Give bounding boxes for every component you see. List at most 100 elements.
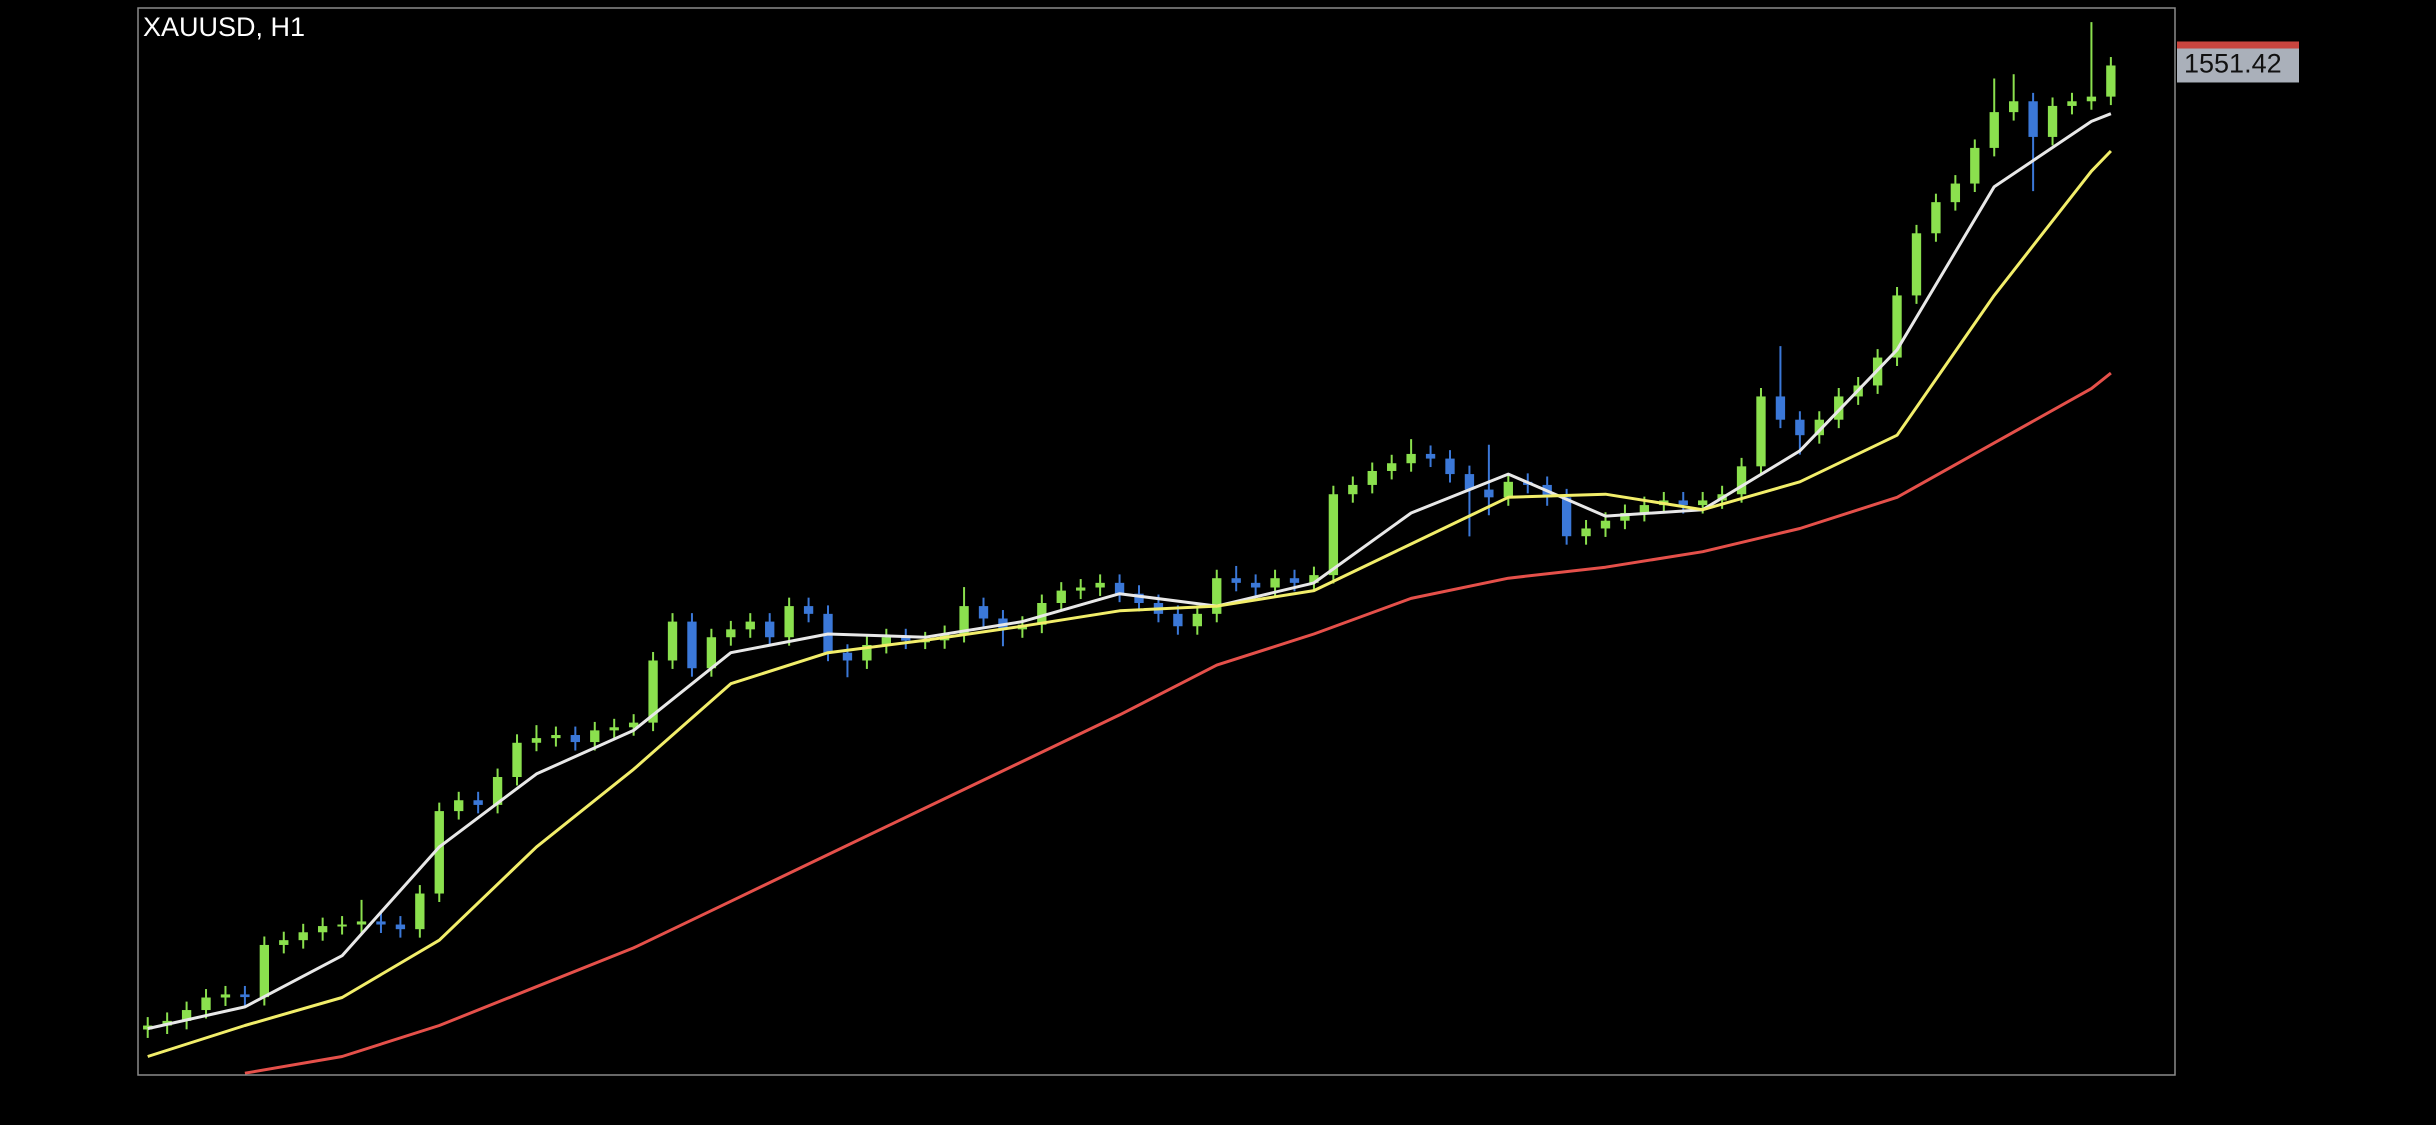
candle-body bbox=[2009, 101, 2019, 113]
candle-body bbox=[1892, 295, 1902, 358]
candle-body bbox=[1620, 512, 1630, 521]
candle-body bbox=[473, 800, 483, 805]
candle-body bbox=[395, 924, 406, 930]
candle-body bbox=[1698, 500, 1708, 506]
candle-body bbox=[2086, 96, 2097, 102]
candle-body bbox=[1834, 396, 1844, 420]
candle-body bbox=[1931, 202, 1941, 234]
candle-body bbox=[1270, 578, 1280, 588]
candle-body bbox=[1970, 147, 1980, 184]
candle-body bbox=[1639, 505, 1650, 513]
candle-body bbox=[628, 722, 639, 728]
moving-average-line bbox=[244, 371, 2112, 1075]
candle-body bbox=[317, 926, 328, 933]
marks-layer bbox=[143, 22, 2116, 1075]
candle-body bbox=[609, 727, 619, 731]
candle-body bbox=[1911, 233, 1922, 296]
candle-body bbox=[2106, 65, 2116, 97]
candle-body bbox=[687, 621, 697, 669]
candle-body bbox=[1814, 419, 1824, 436]
candle-body bbox=[978, 606, 989, 619]
candle-body bbox=[2047, 105, 2058, 137]
candle-body bbox=[298, 932, 308, 941]
candle-body bbox=[1795, 419, 1805, 436]
candle-body bbox=[1348, 484, 1358, 495]
candle-body bbox=[959, 606, 969, 634]
candle-body bbox=[1289, 578, 1300, 583]
candle-body bbox=[376, 921, 386, 925]
candle-body bbox=[590, 730, 600, 743]
moving-average-line bbox=[147, 112, 2112, 1031]
candle-body bbox=[1056, 590, 1066, 604]
candle-body bbox=[784, 606, 794, 638]
chart-title: XAUUSD, H1 bbox=[143, 12, 305, 42]
candle-body bbox=[531, 738, 542, 743]
candle-body bbox=[1775, 396, 1786, 420]
candle-body bbox=[648, 660, 658, 723]
candle-body bbox=[1367, 470, 1377, 485]
candle-body bbox=[434, 811, 444, 894]
candle-body bbox=[181, 1010, 192, 1021]
candle-body bbox=[1114, 582, 1125, 594]
candle-body bbox=[1561, 497, 1572, 537]
candle-body bbox=[803, 606, 814, 614]
candle-body bbox=[454, 800, 464, 812]
moving-average-line bbox=[147, 149, 2112, 1058]
candle-body bbox=[1212, 578, 1222, 614]
candle-body bbox=[1445, 458, 1455, 475]
candle-body bbox=[259, 944, 270, 998]
candle-body bbox=[1309, 575, 1319, 583]
ask-tag-edge bbox=[2177, 41, 2299, 49]
candle-body bbox=[2067, 101, 2077, 106]
candle-body bbox=[1600, 520, 1611, 529]
candle-body bbox=[512, 742, 522, 778]
candle-body bbox=[1425, 453, 1436, 459]
candle-body bbox=[1134, 593, 1144, 604]
candle-body bbox=[726, 629, 736, 638]
candle-body bbox=[1756, 396, 1766, 467]
candle-body bbox=[667, 621, 678, 661]
candle-body bbox=[1406, 453, 1416, 464]
candle-body bbox=[356, 921, 367, 925]
candle-body bbox=[901, 637, 911, 641]
candle-body bbox=[1950, 183, 1961, 203]
candle-body bbox=[220, 994, 231, 998]
candle-body bbox=[862, 644, 872, 661]
candle-body bbox=[1484, 489, 1494, 498]
candle-body bbox=[1250, 582, 1261, 588]
candle-body bbox=[492, 777, 503, 805]
candle-body bbox=[1387, 463, 1397, 471]
labels-layer: 1551.42 bbox=[2177, 41, 2299, 83]
candle-body bbox=[745, 621, 755, 630]
candle-body bbox=[240, 994, 250, 998]
candle-body bbox=[1173, 613, 1183, 627]
candle-body bbox=[1989, 112, 1999, 148]
candle-body bbox=[337, 924, 347, 927]
candle-body bbox=[1231, 578, 1241, 583]
candle-body bbox=[706, 637, 717, 669]
candle-body bbox=[201, 997, 211, 1011]
candle-body bbox=[881, 637, 891, 645]
candle-body bbox=[551, 735, 561, 739]
plot-border bbox=[137, 7, 2176, 1076]
candle-body bbox=[1095, 582, 1105, 588]
candle-body bbox=[2028, 101, 2038, 137]
last-price-tag: 1551.42 bbox=[2184, 49, 2282, 79]
last-price-tag-bg bbox=[2177, 48, 2299, 83]
candle-body bbox=[1076, 587, 1086, 591]
candle-body bbox=[1581, 528, 1591, 537]
candle-body bbox=[1192, 613, 1202, 627]
candle-body bbox=[1464, 474, 1475, 490]
candle-body bbox=[842, 652, 853, 661]
candle-body bbox=[765, 621, 775, 638]
candle-body bbox=[415, 893, 425, 930]
candle-body bbox=[1328, 494, 1339, 576]
candle-body bbox=[1678, 500, 1688, 506]
candle-body bbox=[1037, 603, 1047, 625]
candle-body bbox=[570, 735, 580, 743]
candle-body bbox=[1503, 481, 1513, 498]
candle-body bbox=[1736, 466, 1747, 495]
